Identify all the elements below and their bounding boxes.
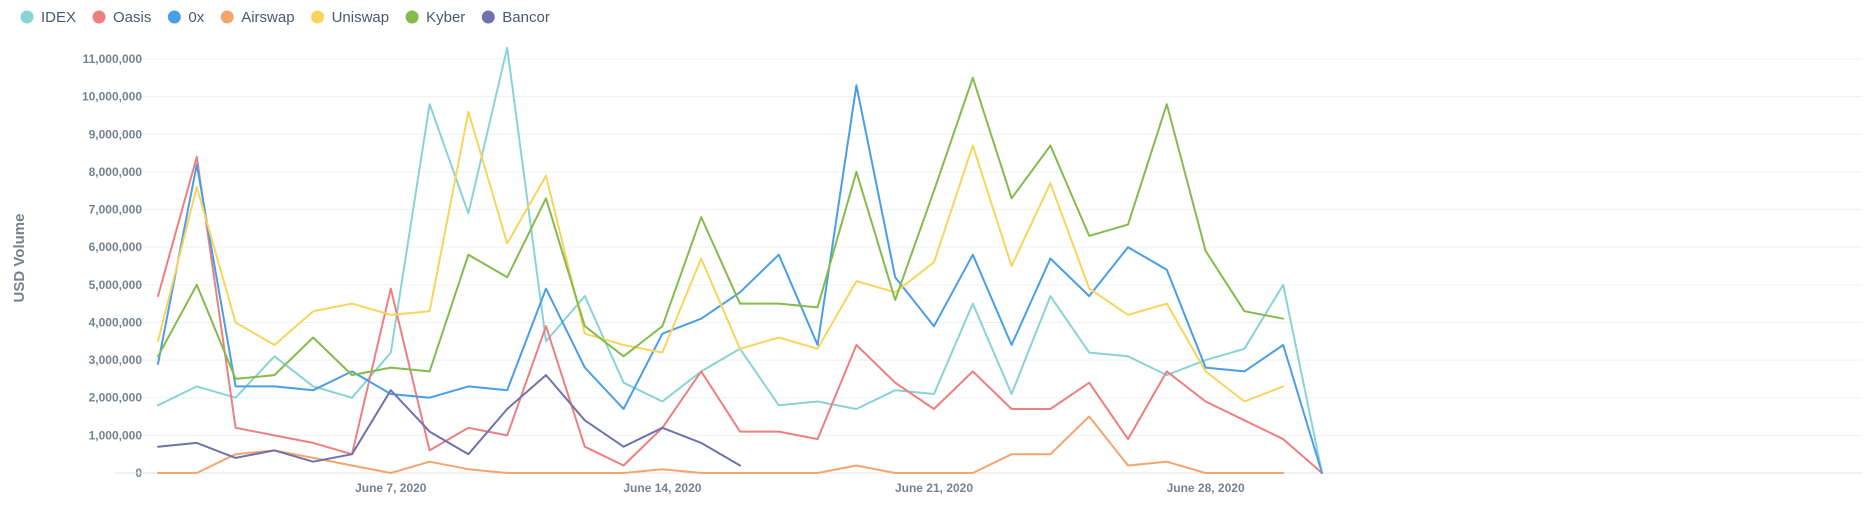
legend-swatch — [481, 10, 495, 24]
legend[interactable]: IDEX Oasis 0x Airswap Uniswap Kyber Bancor — [20, 9, 550, 26]
legend-swatch — [92, 10, 106, 24]
legend-label: Kyber — [426, 9, 465, 26]
series-line-idex — [157, 46, 1323, 474]
legend-label: Bancor — [502, 9, 550, 26]
series-line-oasis — [157, 155, 1323, 474]
y-tick-label: 3,000,000 — [89, 353, 143, 367]
y-tick-label: 6,000,000 — [89, 240, 143, 254]
y-axis: 01,000,0002,000,0003,000,0004,000,0005,0… — [82, 52, 142, 480]
x-tick-label: June 7, 2020 — [355, 481, 427, 495]
y-tick-label: 11,000,000 — [83, 52, 143, 66]
y-tick-label: 9,000,000 — [89, 127, 143, 141]
legend-swatch — [220, 10, 234, 24]
legend-swatch — [167, 10, 181, 24]
legend-item-kyber[interactable]: Kyber — [405, 9, 466, 26]
legend-item-uniswap[interactable]: Uniswap — [311, 9, 389, 26]
y-tick-label: 1,000,000 — [89, 428, 143, 442]
legend-item-idex[interactable]: IDEX — [20, 9, 77, 26]
y-tick-label: 8,000,000 — [89, 165, 143, 179]
legend-label: IDEX — [41, 9, 76, 26]
legend-swatch — [311, 10, 325, 24]
series-line-bancor — [157, 374, 741, 467]
series-lines — [157, 46, 1323, 474]
y-tick-label: 4,000,000 — [89, 315, 143, 329]
y-tick-label: 2,000,000 — [89, 391, 143, 405]
x-tick-label: June 14, 2020 — [623, 481, 701, 495]
legend-item-0x[interactable]: 0x — [167, 9, 205, 26]
legend-label: Uniswap — [332, 9, 390, 26]
legend-label: Airswap — [241, 9, 294, 26]
series-line-kyber — [157, 76, 1285, 380]
y-tick-label: 5,000,000 — [89, 278, 143, 292]
legend-swatch — [20, 10, 34, 24]
legend-item-bancor[interactable]: Bancor — [481, 9, 550, 26]
series-line-0x — [157, 84, 1323, 474]
y-tick-label: 7,000,000 — [89, 203, 143, 217]
legend-item-oasis[interactable]: Oasis — [92, 9, 152, 26]
y-tick-label: 10,000,000 — [82, 90, 142, 104]
series-line-uniswap — [157, 110, 1285, 403]
x-axis: June 7, 2020 June 14, 2020 June 21, 2020 Ju… — [355, 481, 1245, 495]
x-tick-label: June 21, 2020 — [895, 481, 973, 495]
y-axis-title: USD Volume — [11, 214, 28, 303]
legend-label: Oasis — [113, 9, 151, 26]
series-line-airswap — [157, 415, 1285, 474]
legend-label: 0x — [188, 9, 204, 26]
legend-item-airswap[interactable]: Airswap — [220, 9, 295, 26]
x-tick-label: June 28, 2020 — [1167, 481, 1245, 495]
legend-swatch — [405, 10, 419, 24]
gridlines — [115, 58, 1862, 436]
